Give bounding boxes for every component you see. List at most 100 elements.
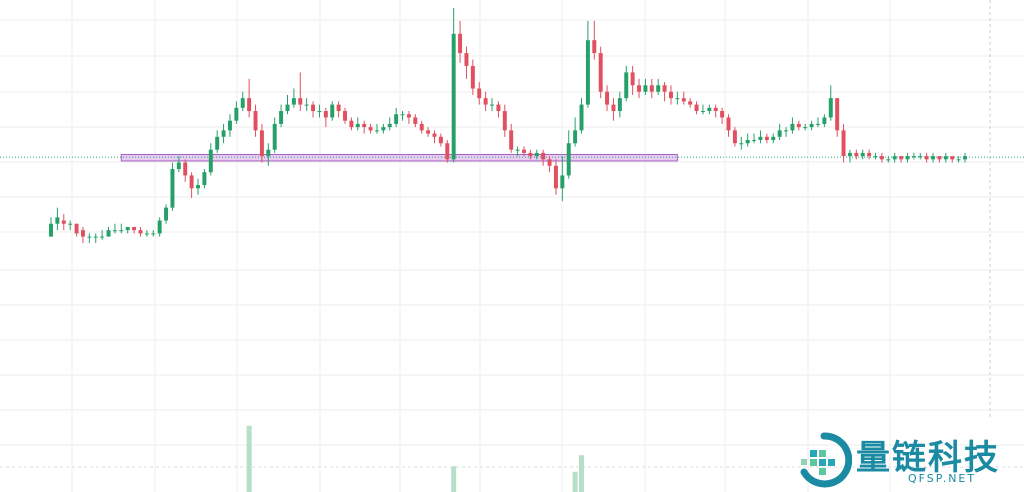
candle-body [777, 130, 782, 137]
candle [605, 85, 610, 112]
candle [266, 143, 271, 166]
candle-body [943, 156, 948, 160]
candle-body [247, 98, 252, 112]
candle-body [336, 104, 341, 112]
candle-body [112, 230, 117, 232]
candles [49, 8, 967, 244]
candle [560, 156, 565, 202]
candle [483, 91, 488, 112]
candle [573, 117, 578, 147]
candle [400, 111, 405, 121]
candle-body [560, 175, 565, 189]
candle-body [202, 172, 207, 186]
candle [950, 156, 955, 163]
candle-body [541, 152, 546, 160]
candle [176, 156, 181, 173]
candle-body [675, 98, 680, 100]
candle-body [707, 107, 712, 112]
candle [521, 146, 526, 157]
candle [790, 117, 795, 134]
candle-body [387, 123, 392, 128]
candle [183, 159, 188, 182]
candle-body [662, 85, 667, 92]
candle-body [74, 223, 79, 234]
watermark: 量链科技 QFSP.NET [796, 428, 1016, 488]
candle [707, 104, 712, 115]
candle-body [106, 230, 111, 237]
candle [886, 156, 891, 163]
candle-body [483, 98, 488, 105]
candle [470, 59, 475, 95]
candle-body [617, 98, 622, 112]
candle-body [490, 104, 495, 106]
candle [669, 85, 673, 105]
candle-body [899, 156, 904, 160]
watermark-subtitle: QFSP.NET [908, 472, 977, 485]
candle-body [758, 136, 763, 141]
volume-bar [451, 466, 457, 492]
candle-body [624, 72, 629, 99]
candle-body [144, 233, 149, 235]
candle [579, 98, 584, 134]
candle [247, 78, 252, 118]
candle-body [847, 152, 852, 157]
candle [963, 152, 967, 163]
candle [611, 98, 616, 121]
candle-body [905, 156, 910, 160]
candle [272, 117, 277, 153]
candle-body [521, 149, 526, 153]
volume-bar [579, 455, 585, 492]
candle [534, 149, 539, 160]
candle [419, 120, 424, 134]
candle-body [860, 152, 865, 157]
candle-body [362, 123, 367, 128]
candle-body [937, 156, 942, 160]
candle-body [924, 156, 929, 160]
logo-icon [800, 432, 852, 488]
candle-body [151, 233, 156, 235]
candle-body [259, 130, 264, 157]
candle [227, 114, 232, 137]
candle [355, 117, 360, 131]
candle [553, 159, 558, 195]
candle-body [534, 152, 539, 157]
candle-body [374, 130, 379, 132]
candle-body [323, 111, 328, 118]
candle [777, 123, 782, 141]
candle-body [394, 114, 399, 124]
candle [745, 133, 750, 147]
candle [713, 104, 718, 118]
candle-body [240, 98, 245, 108]
candle [343, 107, 347, 124]
candle [528, 149, 533, 160]
candle [720, 107, 725, 124]
candle-body [828, 98, 833, 118]
candle-body [963, 156, 967, 160]
candle-body [931, 156, 936, 160]
candle [189, 172, 194, 198]
candle-body [771, 136, 776, 141]
candle-body [509, 130, 514, 150]
candle-body [164, 207, 169, 221]
candle [931, 152, 936, 163]
candle-body [579, 104, 584, 131]
candle-body [681, 98, 686, 102]
candle [828, 85, 833, 121]
candle-body [547, 159, 552, 166]
candle [879, 152, 884, 163]
candle-body [553, 165, 558, 189]
candle [253, 104, 258, 137]
candle-body [477, 88, 482, 99]
candle [905, 152, 910, 163]
candle [215, 130, 220, 153]
candle [119, 223, 124, 234]
candle [726, 114, 731, 137]
candle [144, 230, 149, 237]
candle-body [950, 156, 955, 160]
candle [87, 233, 92, 244]
candle [509, 123, 514, 153]
candle-body [528, 152, 533, 157]
candle-body [221, 130, 226, 137]
